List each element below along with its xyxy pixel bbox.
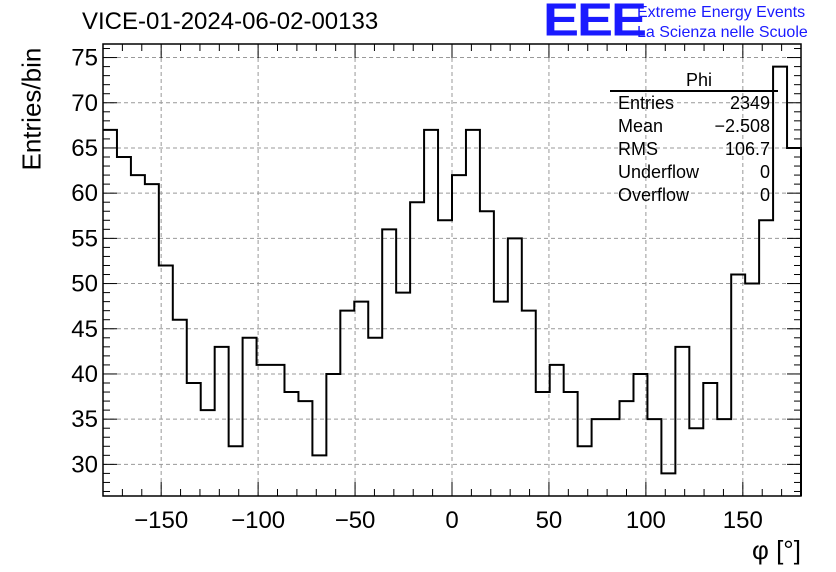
logo-line-1: Extreme Energy Events [637, 4, 806, 21]
x-tick-label: 50 [536, 507, 563, 534]
y-tick-label: 60 [71, 180, 98, 207]
logo-line-2: La Scienza nelle Scuole [637, 24, 808, 41]
chart-title: VICE-01-2024-06-02-00133 [82, 8, 379, 35]
x-tick-label: −100 [231, 507, 285, 534]
y-tick-label: 55 [71, 225, 98, 252]
stats-label: Mean [618, 116, 664, 136]
stats-label: RMS [618, 139, 658, 159]
stats-value: −2.508 [714, 116, 770, 136]
y-tick-label: 35 [71, 406, 98, 433]
stats-value: 0 [759, 162, 770, 182]
y-tick-label: 75 [71, 45, 98, 72]
x-tick-label: 100 [626, 507, 666, 534]
x-tick-label: 150 [723, 507, 763, 534]
y-tick-label: 65 [71, 135, 98, 162]
y-tick-label: 30 [71, 451, 98, 478]
plot-frame [102, 43, 802, 497]
stats-row-entries: Entries 2349 [610, 92, 778, 115]
x-tick-label: −150 [134, 507, 188, 534]
stats-value: 0 [759, 185, 770, 205]
stats-label: Underflow [618, 162, 700, 182]
stats-label: Overflow [618, 185, 690, 205]
stats-row-rms: RMS 106.7 [610, 138, 778, 161]
stats-value: 106.7 [724, 139, 770, 159]
x-tick-label: 0 [445, 507, 458, 534]
eee-logo: EEE [543, 0, 647, 46]
x-axis-label: φ [°] [752, 535, 801, 565]
y-tick-label: 70 [71, 90, 98, 117]
x-tick-label: −50 [335, 507, 376, 534]
stats-row-overflow: Overflow 0 [610, 184, 778, 207]
y-tick-label: 50 [71, 271, 98, 298]
stats-label: Entries [618, 93, 675, 113]
histogram-series [103, 65, 802, 496]
stats-row-mean: Mean −2.508 [610, 115, 778, 138]
stats-name: Phi [610, 70, 778, 92]
stats-box: Phi Entries 2349 Mean −2.508 RMS 106.7 U… [610, 70, 778, 207]
stats-row-underflow: Underflow 0 [610, 161, 778, 184]
y-tick-label: 45 [71, 316, 98, 343]
stats-value: 2349 [729, 93, 770, 113]
y-tick-label: 40 [71, 361, 98, 388]
